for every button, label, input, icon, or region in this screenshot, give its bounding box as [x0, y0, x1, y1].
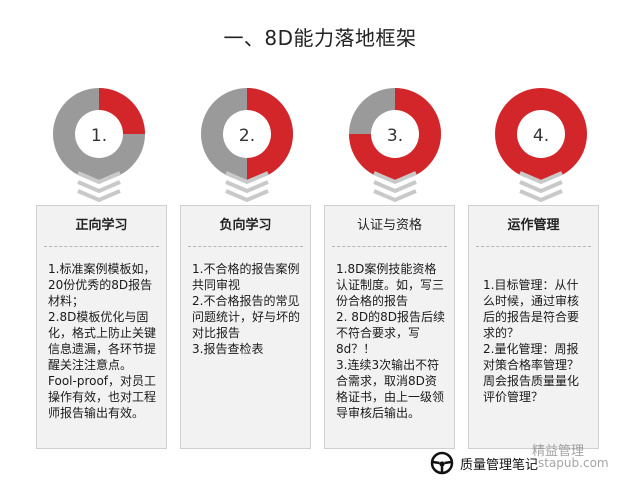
chevron-down-icon — [225, 171, 269, 203]
watermark-url: stapub.com — [538, 456, 609, 470]
page-title: 一、8D能力落地框架 — [223, 26, 417, 50]
card-body: 1.不合格的报告案例共同审视 2.不合格报告的常见问题统计，好与坏的对比报告 3… — [192, 262, 301, 356]
steering-wheel-icon — [430, 451, 454, 475]
stage-2-number: 2. — [239, 126, 255, 146]
chevron-down-icon — [77, 171, 121, 203]
card-heading: 负向学习 — [219, 218, 272, 233]
footer: 质量管理笔记 — [430, 450, 538, 476]
card-body: 1.目标管理：从什么时候，通过审核后的报告是符合要求的？ 2.量化管理：周报对策… — [483, 278, 580, 404]
card-divider — [332, 246, 447, 247]
card-certification: 认证与资格 1.8D案例技能资格认证制度。如，写三份合格的报告 2. 8D的8D… — [324, 205, 455, 449]
card-body: 1.标准案例模板如，20份优秀的8D报告材料； 2.8D模板优化与固化，格式上防… — [48, 262, 157, 420]
card-heading: 运作管理 — [507, 218, 560, 233]
stage-4-donut: 4. — [493, 86, 589, 182]
stage-4-number: 4. — [533, 126, 549, 146]
card-body: 1.8D案例技能资格认证制度。如，写三份合格的报告 2. 8D的8D报告后续不符… — [336, 262, 446, 420]
footer-brand: 质量管理笔记 — [460, 457, 539, 473]
stage-3-number: 3. — [387, 126, 403, 146]
stage-1-donut: 1. — [51, 86, 147, 182]
stage-2-donut: 2. — [199, 86, 295, 182]
chevron-down-icon — [373, 171, 417, 203]
card-heading: 正向学习 — [75, 218, 128, 233]
card-divider — [44, 246, 159, 247]
card-divider — [188, 246, 303, 247]
card-forward-learning: 正向学习 1.标准案例模板如，20份优秀的8D报告材料； 2.8D模板优化与固化… — [36, 205, 167, 449]
watermark-text: 精益管理 — [532, 444, 585, 459]
stage-3-donut: 3. — [347, 86, 443, 182]
stage-1-number: 1. — [91, 126, 107, 146]
card-heading: 认证与资格 — [356, 218, 422, 233]
card-operation-management: 运作管理 1.目标管理：从什么时候，通过审核后的报告是符合要求的？ 2.量化管理… — [468, 205, 599, 449]
card-negative-learning: 负向学习 1.不合格的报告案例共同审视 2.不合格报告的常见问题统计，好与坏的对… — [180, 205, 311, 449]
card-divider — [476, 246, 591, 247]
chevron-down-icon — [519, 171, 563, 203]
